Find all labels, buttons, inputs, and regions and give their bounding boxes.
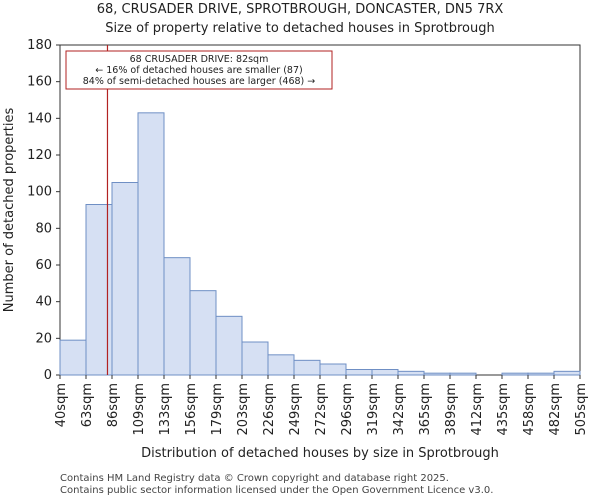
y-axis-label: Number of detached properties xyxy=(2,108,17,313)
histogram-bar xyxy=(449,372,477,376)
x-tick-label: 319sqm xyxy=(366,383,381,436)
x-tick-label: 342sqm xyxy=(392,383,407,436)
annotation-line-3: 84% of semi-detached houses are larger (… xyxy=(83,76,316,87)
histogram-bar xyxy=(397,370,425,376)
x-tick-label: 296sqm xyxy=(340,383,355,436)
y-tick-label: 180 xyxy=(27,38,52,53)
footer-line1: Contains HM Land Registry data © Crown c… xyxy=(60,473,449,484)
histogram-bar xyxy=(553,370,581,376)
x-tick-label: 226sqm xyxy=(262,383,277,436)
y-tick-label: 120 xyxy=(27,148,52,163)
histogram-bar xyxy=(111,182,139,376)
footer-line2: Contains public sector information licen… xyxy=(60,485,494,496)
y-tick-label: 100 xyxy=(27,185,52,200)
y-tick-label: 40 xyxy=(35,295,52,310)
x-tick-label: 249sqm xyxy=(288,383,303,436)
y-tick-label: 60 xyxy=(35,258,52,273)
y-tick-label: 20 xyxy=(35,331,52,346)
annotation-line-2: ← 16% of detached houses are smaller (87… xyxy=(95,65,302,76)
x-tick-label: 389sqm xyxy=(444,383,459,436)
x-tick-label: 482sqm xyxy=(548,383,563,436)
x-tick-label: 63sqm xyxy=(80,383,95,427)
x-tick-label: 435sqm xyxy=(496,383,511,436)
y-tick-label: 160 xyxy=(27,75,52,90)
x-tick-label: 86sqm xyxy=(106,383,121,427)
y-tick-label: 0 xyxy=(44,368,52,383)
histogram-bar xyxy=(527,372,555,376)
histogram-bar xyxy=(163,257,191,376)
histogram-bar xyxy=(423,372,451,376)
y-tick-label: 80 xyxy=(35,221,52,236)
annotation-line-1: 68 CRUSADER DRIVE: 82sqm xyxy=(130,54,269,65)
histogram-bar xyxy=(267,354,295,376)
histogram-bar xyxy=(501,372,529,376)
x-tick-label: 179sqm xyxy=(210,383,225,436)
histogram-bar xyxy=(59,339,87,376)
x-tick-label: 203sqm xyxy=(236,383,251,436)
x-tick-label: 412sqm xyxy=(470,383,485,436)
histogram-bar xyxy=(85,204,113,376)
chart-title-line1: 68, CRUSADER DRIVE, SPROTBROUGH, DONCAST… xyxy=(96,2,504,17)
histogram-bar xyxy=(189,290,217,376)
histogram-bar xyxy=(371,369,399,376)
x-tick-label: 365sqm xyxy=(418,383,433,436)
x-tick-label: 458sqm xyxy=(522,383,537,436)
histogram-bar xyxy=(215,315,243,376)
histogram-bar xyxy=(137,112,165,376)
histogram-bar xyxy=(345,369,373,376)
chart-title-line2: Size of property relative to detached ho… xyxy=(105,21,495,36)
x-axis-label: Distribution of detached houses by size … xyxy=(141,446,499,461)
x-tick-label: 109sqm xyxy=(132,383,147,436)
x-tick-label: 133sqm xyxy=(158,383,173,436)
histogram-bar xyxy=(319,363,347,376)
histogram-bar xyxy=(293,359,321,376)
histogram-bar xyxy=(241,341,269,376)
histogram-chart: 0 20 40 60 80 100 120 140 160 180 40sqm 63sqm 86sqm 1… xyxy=(2,38,589,461)
x-tick-label: 272sqm xyxy=(314,383,329,436)
x-tick-label: 156sqm xyxy=(184,383,199,436)
annotation-box xyxy=(65,50,333,90)
x-tick-label: 505sqm xyxy=(574,383,589,436)
y-tick-label: 140 xyxy=(27,111,52,126)
x-tick-label: 40sqm xyxy=(54,383,69,427)
